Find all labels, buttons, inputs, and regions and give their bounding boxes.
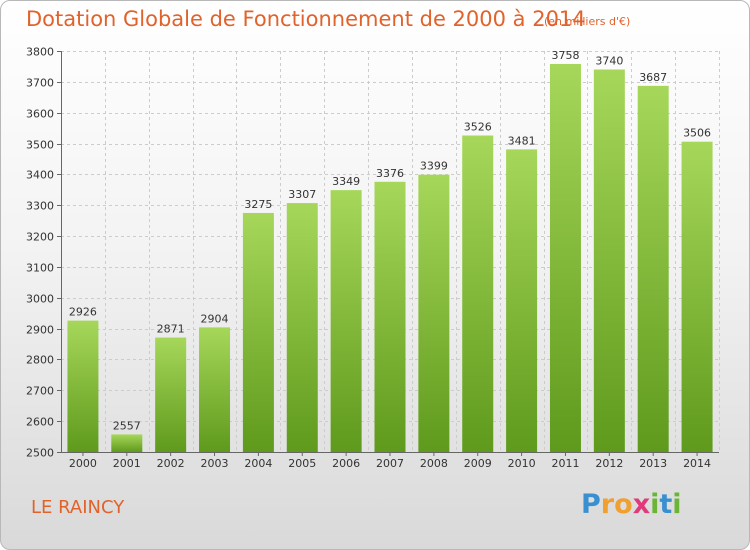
bar <box>374 181 406 452</box>
labels: 2500 2600 2700 2800 2900 3000 3100 3200 3300 3400… <box>26 46 711 471</box>
bar <box>199 327 231 452</box>
proxiti-logo[interactable]: Proxiti <box>581 489 682 520</box>
y-tick-label: 3600 <box>26 108 54 121</box>
y-tick-label: 3200 <box>26 231 54 244</box>
bar-value-label: 3307 <box>288 188 316 201</box>
bar-value-label: 3740 <box>595 55 623 68</box>
x-tick-label: 2011 <box>551 457 579 470</box>
bar <box>462 135 494 452</box>
bar-value-label: 3481 <box>508 134 536 147</box>
bar-value-label: 2926 <box>69 306 97 319</box>
bar-value-label: 2557 <box>113 419 141 432</box>
place-name: LE RAINCY <box>31 497 125 518</box>
x-tick-label: 2006 <box>332 457 360 470</box>
bar <box>418 174 450 453</box>
bar-value-label: 3349 <box>332 175 360 188</box>
x-tick-label: 2005 <box>288 457 316 470</box>
bar <box>330 190 362 452</box>
bar-value-label: 3687 <box>639 71 667 84</box>
bar <box>681 141 713 453</box>
bar-value-label: 3506 <box>683 127 711 140</box>
bar <box>111 434 143 452</box>
y-tick-label: 3000 <box>26 293 54 306</box>
x-tick-label: 2007 <box>376 457 404 470</box>
y-tick-label: 3400 <box>26 169 54 182</box>
bar-value-label: 3758 <box>551 49 579 62</box>
x-tick-label: 2001 <box>113 457 141 470</box>
logo-letter: i <box>672 489 682 520</box>
bar-value-label: 3376 <box>376 167 404 180</box>
y-tick-label: 2500 <box>26 447 54 460</box>
x-tick-label: 2002 <box>157 457 185 470</box>
x-tick-label: 2003 <box>201 457 229 470</box>
y-tick-label: 2800 <box>26 354 54 367</box>
logo-letter: i <box>650 489 660 520</box>
bar <box>637 85 669 453</box>
bar <box>67 320 99 452</box>
bar <box>506 149 538 452</box>
y-tick-label: 3100 <box>26 262 54 275</box>
x-tick-label: 2009 <box>464 457 492 470</box>
bars <box>67 63 713 453</box>
bar <box>593 69 625 452</box>
logo-letter: o <box>614 489 633 520</box>
x-tick-label: 2012 <box>595 457 623 470</box>
chart-subtitle: (en milliers d'€) <box>544 15 631 28</box>
y-tick-label: 2600 <box>26 416 54 429</box>
y-tick-label: 3700 <box>26 77 54 90</box>
y-tick-label: 3300 <box>26 200 54 213</box>
logo-letter: r <box>600 489 615 520</box>
x-tick-label: 2013 <box>639 457 667 470</box>
bar-value-label: 2904 <box>201 312 229 325</box>
x-tick-label: 2004 <box>244 457 272 470</box>
y-tick-label: 2700 <box>26 385 54 398</box>
y-tick-label: 2900 <box>26 324 54 337</box>
x-tick-label: 2010 <box>508 457 536 470</box>
logo-letter: t <box>659 489 673 520</box>
bar <box>286 203 318 452</box>
bar-value-label: 3399 <box>420 160 448 173</box>
x-tick-label: 2008 <box>420 457 448 470</box>
y-tick-label: 3500 <box>26 139 54 152</box>
y-tick-label: 3800 <box>26 46 54 59</box>
x-tick-label: 2014 <box>683 457 711 470</box>
bar-value-label: 3275 <box>244 198 272 211</box>
bar-value-label: 2871 <box>157 323 185 336</box>
logo-letter: P <box>581 489 601 520</box>
logo-letter: x <box>632 489 651 520</box>
bar <box>242 212 274 452</box>
axes <box>57 51 719 456</box>
bar-value-label: 3526 <box>464 121 492 134</box>
bar <box>155 337 187 452</box>
bar <box>549 63 581 452</box>
x-tick-label: 2000 <box>69 457 97 470</box>
chart-title: Dotation Globale de Fonctionnement de 20… <box>26 7 586 31</box>
